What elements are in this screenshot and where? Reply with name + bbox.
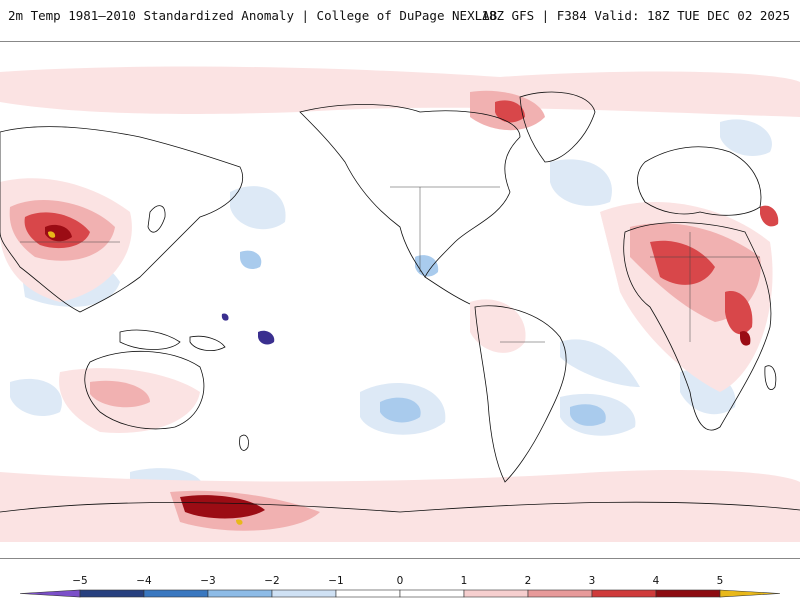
- colorbar-tick-label: 3: [589, 575, 596, 587]
- colorbar-segment: [271, 589, 337, 598]
- colorbar-legend: −5 −4 −3 −2 −1 0 1 2 3 4 5: [0, 570, 800, 600]
- colorbar-segment: [143, 589, 209, 598]
- colorbar-tick-label: −2: [264, 575, 279, 587]
- colorbar-segment: [463, 589, 529, 598]
- colorbar-tick-label: 2: [525, 575, 532, 587]
- colorbar-max-arrow: [719, 589, 781, 598]
- model-run-info: 18Z GFS | F384 Valid: 18Z TUE DEC 02 202…: [481, 8, 790, 23]
- colorbar-tick-label: 4: [653, 575, 660, 587]
- cold-anomaly-strong: [240, 250, 606, 426]
- colorbar-segment: [655, 589, 721, 598]
- cold-anomaly-deep: [221, 313, 275, 345]
- colorbar-tick-label: −5: [72, 575, 87, 587]
- warm-anomaly-extreme: [45, 224, 751, 519]
- colorbar-segment: [79, 589, 145, 598]
- extreme-highlight: [48, 231, 243, 525]
- colorbar-segment: [527, 589, 593, 598]
- colorbar-tick-label: −3: [200, 575, 215, 587]
- colorbar-segment: [335, 589, 401, 598]
- colorbar-tick-label: −4: [136, 575, 152, 587]
- country-borders: [20, 186, 760, 343]
- anomaly-map: [0, 41, 800, 559]
- map-header: 2m Temp 1981–2010 Standardized Anomaly |…: [0, 0, 800, 32]
- world-map-svg: [0, 66, 800, 542]
- colorbar-tick-label: 1: [461, 575, 468, 587]
- colorbar-segment: [399, 589, 465, 598]
- colorbar-tick-label: −1: [328, 575, 343, 587]
- map-title: 2m Temp 1981–2010 Standardized Anomaly |…: [8, 8, 498, 23]
- warm-anomaly-layer: [0, 66, 800, 542]
- colorbar-segment: [591, 589, 657, 598]
- colorbar-min-arrow: [19, 589, 81, 598]
- colorbar-svg: −5 −4 −3 −2 −1 0 1 2 3 4 5: [19, 575, 781, 598]
- colorbar-tick-label: 5: [717, 575, 724, 587]
- colorbar-segment: [207, 589, 273, 598]
- coastlines: [0, 91, 800, 513]
- colorbar-tick-label: 0: [397, 575, 404, 587]
